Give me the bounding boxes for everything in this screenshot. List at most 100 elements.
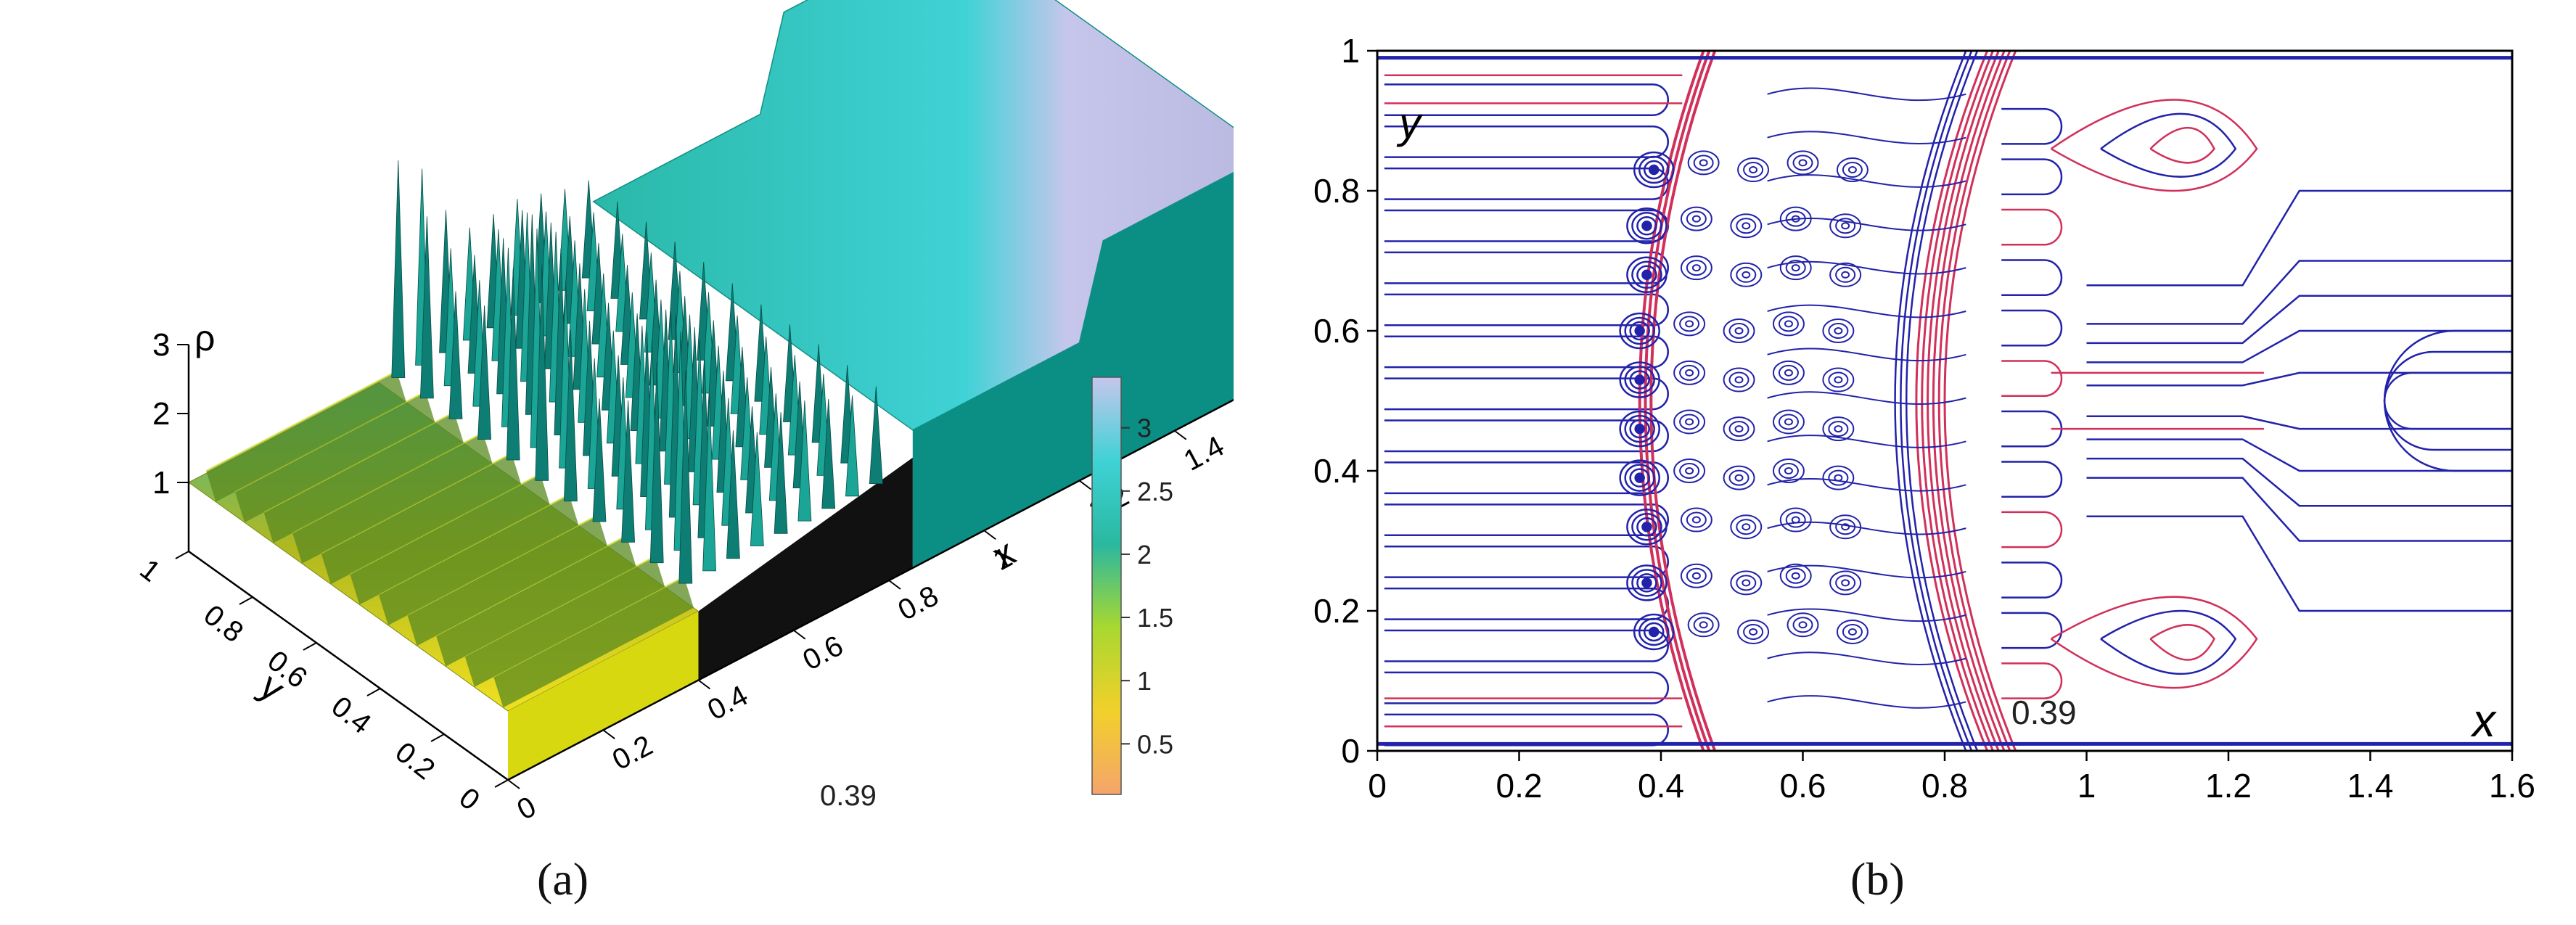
panel-label-a: (a) [537, 853, 589, 905]
vortex-contour [1791, 572, 1800, 580]
streamline [1384, 83, 1670, 117]
vortex-contour [1634, 374, 1645, 385]
vortex-contour [1779, 563, 1812, 588]
vortex-contour [1792, 155, 1813, 171]
vortex-contour [1641, 577, 1652, 588]
density-spike [419, 216, 434, 399]
contour-finger [1767, 348, 1966, 362]
vortex-contour [1686, 210, 1707, 227]
vortex-contour [1723, 465, 1755, 490]
vortex-contour [1822, 367, 1855, 392]
x-tick [602, 729, 615, 740]
recirculation-contour [2050, 99, 2258, 192]
streamline [1384, 671, 1670, 704]
vortex-contour [1633, 613, 1675, 651]
vortex-contour [1686, 260, 1707, 276]
y-tick [366, 688, 381, 696]
vortex-contour [1834, 376, 1843, 384]
vortex-contour [1736, 575, 1757, 591]
streamline [2001, 107, 2063, 145]
surface-plot: 00.20.40.60.811.21.41.600.20.40.60.81123… [134, 0, 1324, 826]
vortex-contour [1743, 623, 1764, 640]
shock-front [1921, 51, 1994, 751]
contour-finger [1767, 521, 1966, 535]
recirculation-contour [2149, 126, 2215, 164]
spike-field [391, 160, 883, 584]
floor-ridge [464, 556, 665, 687]
x-axis-label: x [2470, 694, 2497, 747]
streamline [1384, 461, 1670, 495]
vortex-contour [1841, 523, 1850, 531]
vortex-contour [1679, 414, 1700, 430]
y-tick [430, 733, 445, 742]
x-tick-label: 0.8 [1921, 767, 1968, 805]
y-tick-label: 0.4 [325, 690, 377, 740]
vortex-contour [1633, 151, 1675, 189]
z-axis-label: ρ [194, 318, 215, 358]
contour-lines [1377, 51, 2512, 751]
vortex-contour [1828, 469, 1849, 486]
outflow-streamline [2086, 295, 2512, 345]
vortex-contour [1772, 311, 1805, 337]
z-tick-label: 2 [152, 396, 170, 432]
x-tick-label: 0 [1368, 767, 1387, 805]
floor-ridge [436, 535, 636, 667]
vortex-contour [1626, 564, 1668, 601]
y-axis-label: y [1396, 99, 1424, 147]
density-spike [506, 268, 520, 461]
vortex-contour [1673, 459, 1706, 483]
y-tick-label: 0.4 [1313, 452, 1360, 490]
streamline [1384, 629, 1670, 662]
x-tick-label: 0.6 [797, 630, 848, 677]
vortex-contour [1679, 316, 1700, 332]
y-tick-label: 0.6 [1313, 312, 1360, 350]
streamline [1384, 587, 1670, 620]
time-label: 0.39 [2011, 694, 2077, 731]
outflow-streamline [2383, 371, 2512, 430]
vortex-contour [1828, 371, 1849, 388]
density-spike [678, 370, 693, 584]
vortex-contour [1723, 416, 1755, 442]
vortex-contour [1680, 255, 1712, 281]
vortex-contour [1798, 159, 1808, 167]
vortex-contour [1626, 508, 1668, 546]
vortex-contour [1638, 155, 1670, 184]
streamline [1384, 335, 1670, 369]
vortex-contour [1686, 567, 1707, 584]
vortex-contour [1736, 218, 1757, 234]
z-tick-label: 1 [152, 465, 170, 501]
vortex-contour [1742, 271, 1751, 279]
vortex-contour [1648, 164, 1660, 176]
streamline [2001, 562, 2063, 599]
colorbar-tick-label: 3 [1137, 414, 1152, 443]
vortex-contour [1624, 366, 1655, 394]
colorbar-tick-label: 1.5 [1137, 603, 1173, 633]
vortex-contour [1691, 264, 1701, 272]
colorbar: 0.5 1 1.5 2 2.5 3 [1091, 377, 1173, 795]
vortex-contour [1638, 617, 1670, 646]
colorbar-tick-label: 2 [1137, 540, 1152, 570]
vortex-contour [1699, 621, 1708, 629]
streamline [2001, 612, 2063, 649]
vortex-contour [1847, 166, 1857, 174]
x-tick [1174, 429, 1187, 440]
vortex-contour [1624, 414, 1655, 443]
vortex-contour [1634, 325, 1645, 337]
vortex-contour [1629, 370, 1650, 390]
vortex-contour [1693, 155, 1714, 171]
density-spike [702, 394, 717, 572]
x-tick-label: 1.4 [2347, 767, 2394, 805]
contour-plot: 0 0.2 0.4 0.6 0.8 1 1.2 1.4 1.600.20.40.60.81yx … [1313, 32, 2535, 805]
vortex-contour [1619, 410, 1660, 448]
recirculation-contour [2100, 609, 2237, 675]
outflow-streamline [2383, 350, 2512, 451]
vortex-contour [1619, 361, 1660, 398]
y-axis-line [188, 550, 509, 781]
streamline [2001, 208, 2063, 246]
x-tick-label: 1 [2077, 767, 2096, 805]
x-tick [507, 779, 520, 789]
x-tick-label: 1.6 [2489, 767, 2535, 805]
vortex-contour [1734, 425, 1744, 433]
vortex-contour [1629, 468, 1650, 488]
time-label: 0.39 [820, 780, 877, 812]
